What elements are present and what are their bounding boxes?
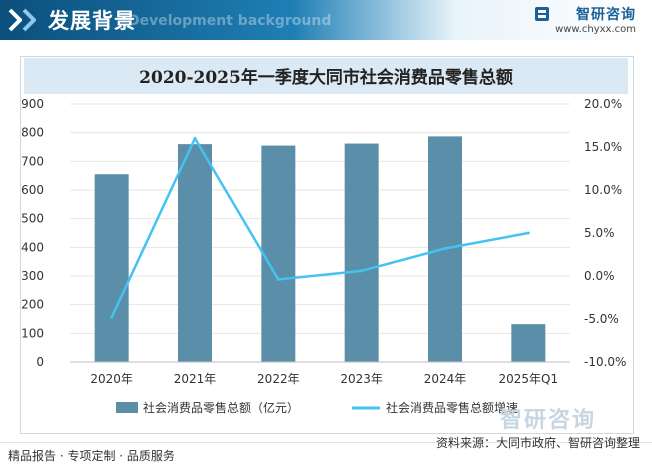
- y-axis-right: -10.0% -5.0% 0.0% 5.0% 10.0% 15.0% 20.0%: [584, 97, 626, 369]
- bar: [178, 144, 212, 362]
- x-tick-label: 2024年: [424, 372, 467, 386]
- y-right-tick-label: 5.0%: [584, 226, 615, 240]
- chart-title-bar: [24, 58, 628, 94]
- watermark-logo: 智研咨询: [500, 408, 597, 433]
- x-tick-label: 2022年: [257, 372, 300, 386]
- growth-point: [526, 231, 530, 235]
- bars: [94, 136, 546, 362]
- y-right-tick-label: 0.0%: [584, 269, 615, 283]
- y-axis-left: 0 100 200 300 400 500 600 700 800 900: [21, 97, 44, 369]
- y-left-tick-label: 100: [21, 326, 44, 340]
- y-left-tick-label: 300: [21, 269, 44, 283]
- growth-point: [110, 315, 114, 319]
- y-left-tick-label: 800: [21, 126, 44, 140]
- y-right-tick-label: 10.0%: [584, 183, 622, 197]
- growth-line: [110, 136, 530, 319]
- legend-swatch-bar: [116, 402, 138, 413]
- footer-slogan: 精品报告 · 专项定制 · 品质服务: [8, 449, 175, 463]
- y-left-tick-label: 0: [36, 355, 44, 369]
- header-banner: Development background 发展背景 智研咨询 www.chy…: [0, 0, 652, 44]
- brand: 智研咨询 www.chyxx.com: [555, 4, 636, 35]
- growth-point: [276, 277, 280, 281]
- bar: [511, 324, 546, 362]
- source-note: 资料来源：大同市政府、智研咨询整理: [435, 436, 640, 450]
- legend: 社会消费品零售总额（亿元） 社会消费品零售总额增速: [116, 400, 518, 415]
- y-left-tick-label: 900: [21, 97, 44, 111]
- bar: [261, 145, 296, 362]
- y-right-tick-label: -5.0%: [584, 312, 619, 326]
- chevron-right-icon: [8, 8, 22, 32]
- legend-label-bar: 社会消费品零售总额（亿元）: [143, 400, 299, 415]
- brand-logo-icon: [535, 7, 549, 21]
- x-tick-label: 2021年: [174, 372, 217, 386]
- legend-label-line: 社会消费品零售总额增速: [386, 400, 518, 415]
- bar: [344, 143, 379, 362]
- growth-point: [360, 269, 364, 273]
- chart-title: 2020-2025年一季度大同市社会消费品零售总额: [139, 68, 513, 88]
- growth-point: [443, 246, 447, 250]
- growth-point: [193, 136, 197, 140]
- grid: [70, 103, 570, 334]
- bar: [94, 174, 129, 362]
- y-left-tick-label: 500: [21, 212, 44, 226]
- y-right-tick-label: 20.0%: [584, 97, 622, 111]
- y-left-tick-label: 400: [21, 240, 44, 254]
- x-axis: 2020年 2021年 2022年 2023年 2024年 2025年Q1: [70, 361, 570, 386]
- x-tick-label: 2020年: [90, 372, 133, 386]
- brand-name: 智研咨询: [576, 7, 636, 23]
- chevron-right-icon: [22, 8, 36, 32]
- footer-bar: [0, 442, 652, 468]
- brand-url: www.chyxx.com: [555, 24, 636, 35]
- y-left-tick-label: 600: [21, 183, 44, 197]
- section-title: 发展背景: [48, 9, 136, 33]
- y-right-tick-label: 15.0%: [584, 140, 622, 154]
- section-title-background: Development background: [128, 13, 332, 29]
- y-left-tick-label: 200: [21, 298, 44, 312]
- x-tick-label: 2023年: [340, 372, 383, 386]
- x-tick-label: 2025年Q1: [499, 372, 559, 386]
- y-right-tick-label: -10.0%: [584, 355, 626, 369]
- y-left-tick-label: 700: [21, 154, 44, 168]
- growth-line-path: [110, 137, 529, 318]
